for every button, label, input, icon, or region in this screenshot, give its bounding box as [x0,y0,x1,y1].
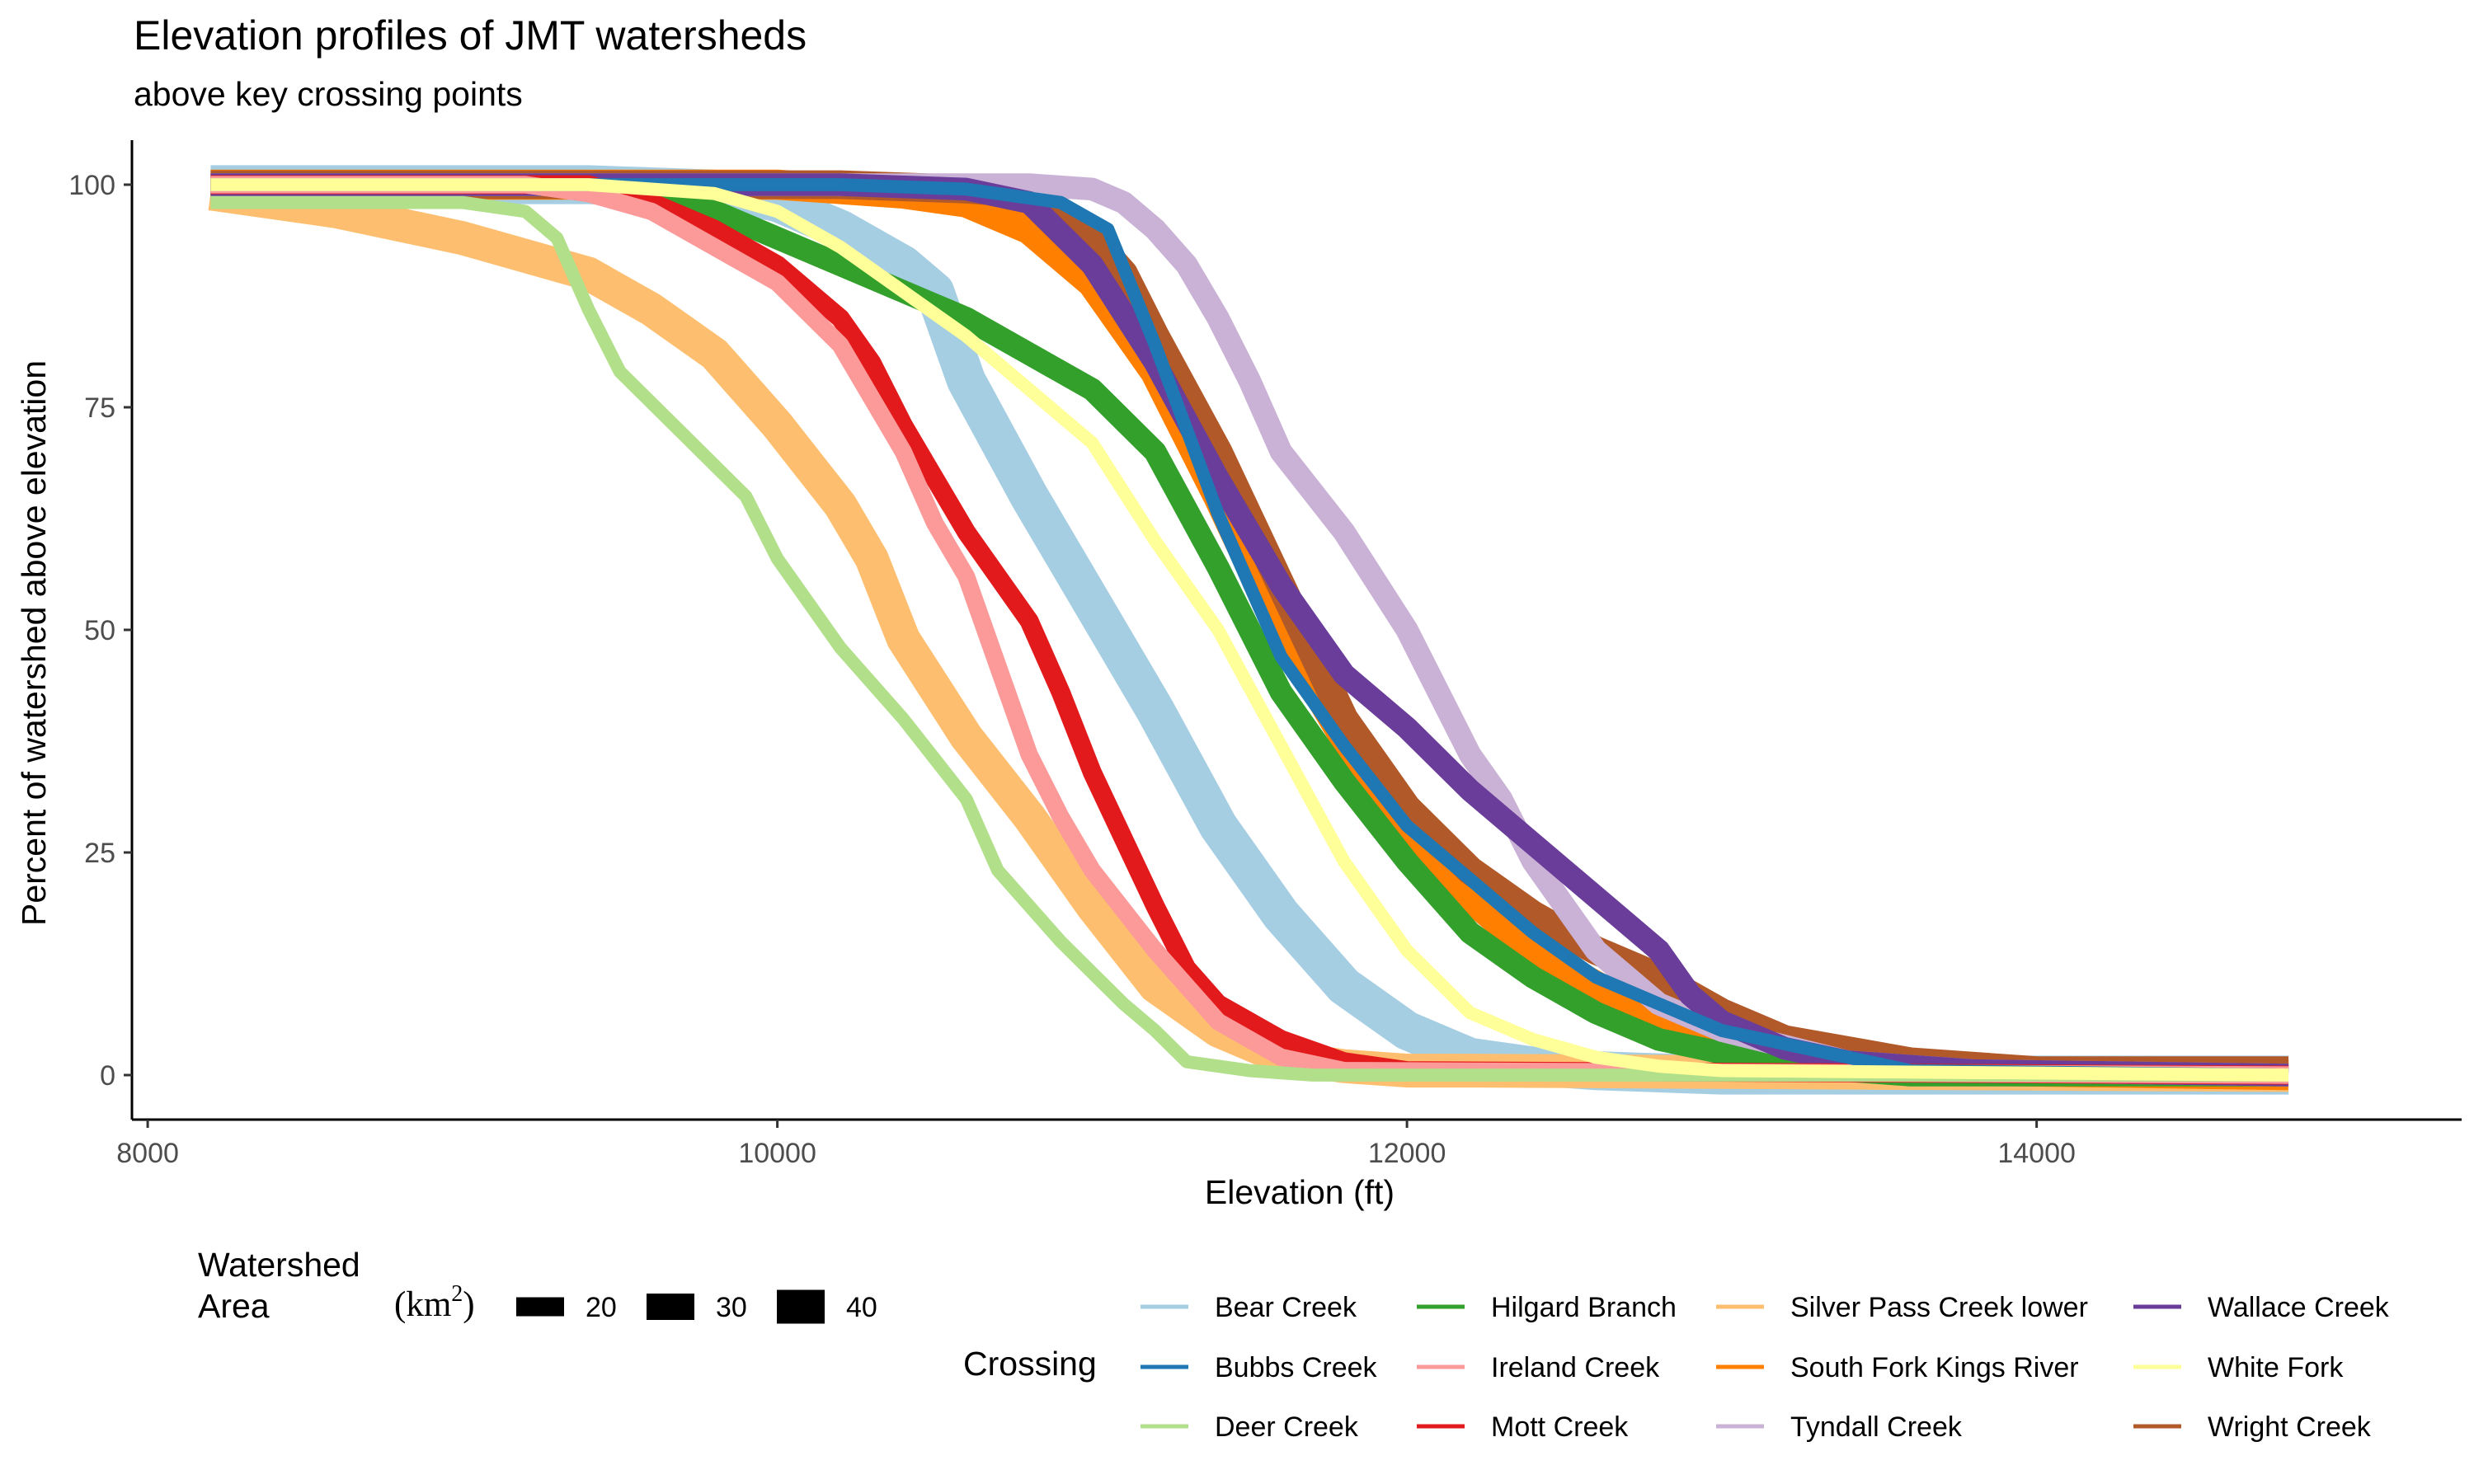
color-legend-label: Wright Creek [2208,1411,2372,1443]
size-legend-label-40: 40 [846,1292,877,1323]
size-legend-label-30: 30 [716,1292,747,1323]
y-tick-label: 25 [84,838,115,869]
y-tick-label: 0 [100,1060,115,1092]
color-legend-label: Tyndall Creek [1790,1411,1963,1443]
size-legend: Watershed Area (km2) 20 30 40 [198,1246,877,1325]
series-line-bubbs-creek [210,178,2289,1082]
size-legend-keys: 20 30 40 [516,1289,877,1324]
color-legend-label: Wallace Creek [2208,1292,2390,1323]
y-tick-label: 50 [84,615,115,646]
plot-area [208,165,2289,1095]
color-legend-label: Mott Creek [1491,1411,1629,1443]
color-legend-label: White Fork [2208,1352,2344,1383]
color-legend-label: Ireland Creek [1491,1352,1660,1383]
y-tick-label: 75 [84,392,115,424]
x-tick-label: 12000 [1368,1138,1446,1169]
size-legend-label-20: 20 [586,1292,617,1323]
y-tick-label: 100 [68,170,115,201]
series-line-mott-creek [210,175,2289,1085]
x-tick-label: 8000 [116,1138,179,1169]
color-legend-label: Hilgard Branch [1491,1292,1677,1323]
series-line-deer-creek [210,195,2288,1082]
color-legend: Crossing Bear Creek Bubbs Creek Deer Creek… [963,1292,2390,1443]
x-axis-ticks: 8000 10000 12000 14000 [116,1120,2076,1169]
color-legend-label: South Fork Kings River [1790,1352,2079,1383]
color-legend-keys: Bear Creek Bubbs Creek Deer Creek Hilgard B… [1141,1292,2390,1443]
y-axis-title: Percent of watershed above elevation [15,360,53,926]
chart-subtitle: above key crossing points [134,75,523,113]
size-legend-unit: (km2) [394,1281,475,1324]
color-legend-label: Deer Creek [1215,1411,1359,1443]
chart-title: Elevation profiles of JMT watersheds [134,12,807,59]
x-tick-label: 10000 [738,1138,816,1169]
series-line-ireland-creek [210,176,2289,1084]
color-legend-label: Bubbs Creek [1215,1352,1378,1383]
x-axis-title: Elevation (ft) [1205,1173,1395,1211]
color-legend-label: Silver Pass Creek lower [1790,1292,2088,1323]
size-legend-title-line1: Watershed [198,1246,360,1284]
size-legend-title-line2: Area [198,1287,270,1325]
series-line-white-fork [210,178,2289,1082]
color-legend-title: Crossing [963,1345,1097,1383]
y-axis-ticks: 0 25 50 75 100 [68,170,132,1092]
x-tick-label: 14000 [1997,1138,2076,1169]
series-line-hilgard-branch [210,173,2288,1087]
color-legend-label: Bear Creek [1215,1292,1357,1323]
